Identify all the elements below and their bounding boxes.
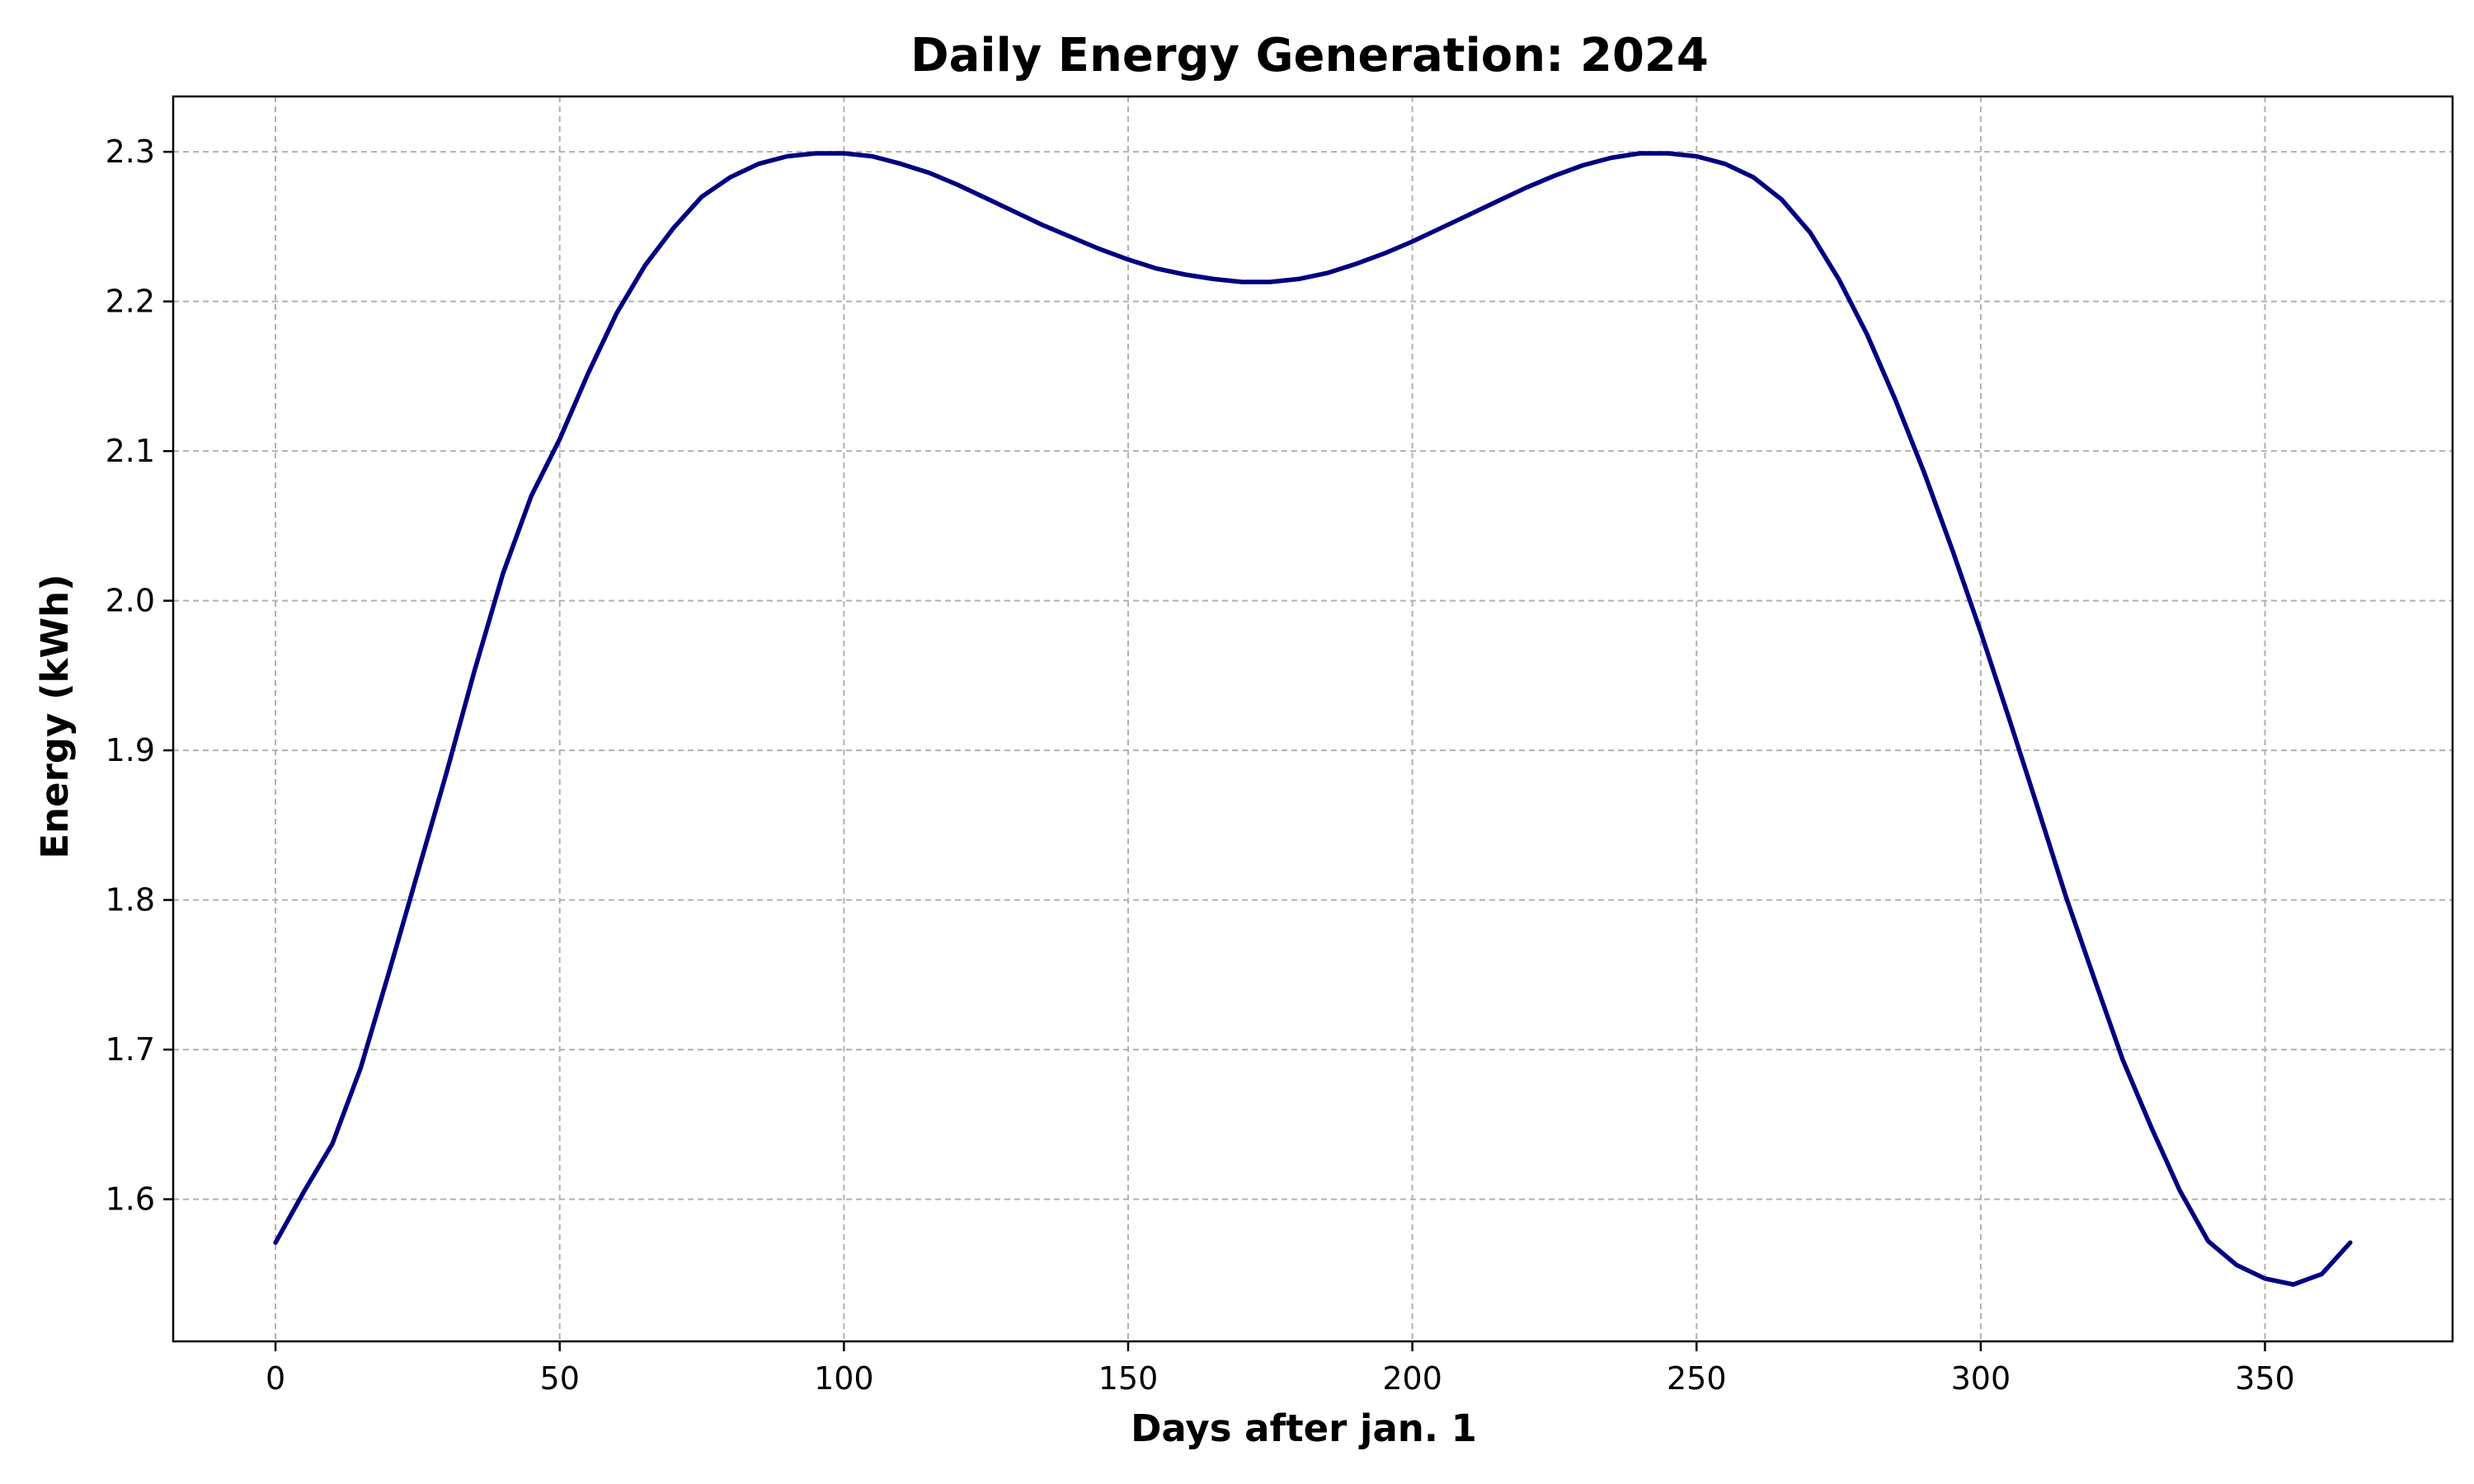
y-tick-label: 2.0	[106, 583, 155, 619]
y-axis-label: Energy (kWh)	[33, 574, 77, 858]
plot-frame	[172, 95, 2454, 1343]
x-axis-ticks: 0 50 100 150 200 250 300 350	[266, 1341, 2295, 1397]
y-axis-ticks: 1.6 1.7 1.8 1.9 2.0 2.1 2.2 2.3	[106, 134, 173, 1218]
y-tick-label: 1.6	[106, 1181, 155, 1218]
series-line	[273, 151, 2353, 1287]
x-tick-label: 150	[1098, 1360, 1159, 1397]
x-tick-label: 200	[1382, 1360, 1442, 1397]
grid-lines	[173, 96, 2453, 1341]
x-tick-label: 300	[1951, 1360, 2011, 1397]
y-tick-label: 2.3	[106, 134, 155, 170]
x-tick-label: 100	[814, 1360, 874, 1397]
x-tick-label: 50	[540, 1360, 580, 1397]
series-layer	[273, 151, 2353, 1287]
x-tick-label: 0	[266, 1360, 285, 1397]
x-tick-label: 250	[1667, 1360, 1727, 1397]
y-tick-label: 1.7	[106, 1031, 155, 1068]
y-tick-label: 2.2	[106, 284, 155, 320]
y-tick-label: 2.1	[106, 433, 155, 469]
y-tick-label: 1.8	[106, 882, 155, 918]
x-axis-label: Days after jan. 1	[1131, 1407, 1477, 1450]
y-tick-label: 1.9	[106, 732, 155, 768]
chart-title: Daily Energy Generation: 2024	[910, 29, 1709, 82]
x-tick-label: 350	[2235, 1360, 2295, 1397]
